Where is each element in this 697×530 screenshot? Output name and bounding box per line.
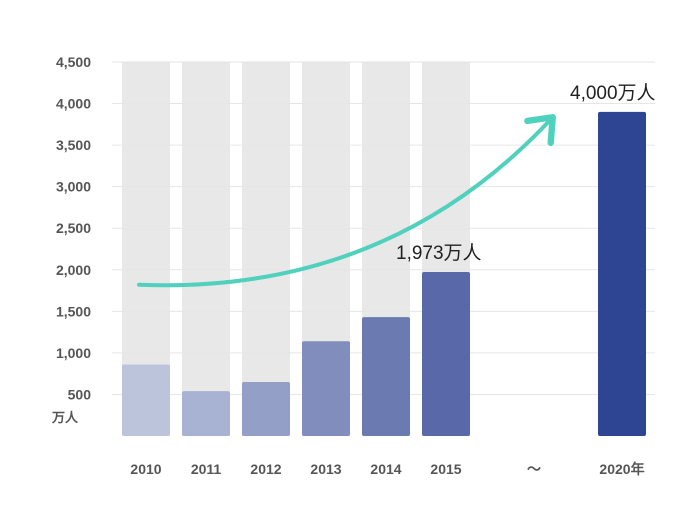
data-label-2020年: 4,000万人	[570, 82, 656, 104]
bar-2010	[122, 364, 170, 436]
y-axis-tick-labels: 500 1,000 1,500 2,000 2,500 3,000 3,500 4,000 4,…	[56, 54, 91, 402]
category-label-2012: 2012	[250, 461, 281, 477]
bar-2012	[242, 381, 290, 436]
category-label-2011: 2011	[191, 461, 222, 477]
category-label-2015: 2015	[430, 461, 461, 477]
bars	[122, 111, 646, 436]
y-tick-label-2500: 2,500	[56, 220, 91, 236]
y-tick-label-500: 500	[68, 386, 92, 402]
category-label-2014: 2014	[370, 461, 401, 477]
background-column-2011	[182, 62, 230, 436]
bar-2020年	[598, 111, 646, 436]
y-tick-label-4000: 4,000	[56, 96, 91, 112]
data-label-2015: 1,973万人	[396, 242, 482, 264]
category-label-tilde: ～	[527, 461, 541, 477]
y-axis-unit-label: 万人	[51, 410, 79, 425]
bar-2013	[302, 341, 350, 436]
y-tick-label-1000: 1,000	[56, 345, 91, 361]
bar-2015	[422, 272, 470, 436]
trend-arrow	[137, 114, 556, 288]
data-labels: 1,973万人 4,000万人	[396, 82, 656, 264]
category-label-2020年: 2020年	[599, 461, 644, 477]
y-tick-label-4500: 4,500	[56, 54, 91, 70]
y-tick-label-2000: 2,000	[56, 262, 91, 278]
y-tick-label-3500: 3,500	[56, 137, 91, 153]
bar-2011	[182, 391, 230, 436]
y-tick-label-1500: 1,500	[56, 303, 91, 319]
x-axis-category-labels: 2010 2011 2012 2013 2014 2015 ～ 2020年	[130, 461, 644, 477]
background-column-2012	[242, 62, 290, 436]
category-label-2010: 2010	[130, 461, 161, 477]
bar-2014	[362, 317, 410, 436]
category-label-2013: 2013	[310, 461, 341, 477]
y-tick-label-3000: 3,000	[56, 179, 91, 195]
